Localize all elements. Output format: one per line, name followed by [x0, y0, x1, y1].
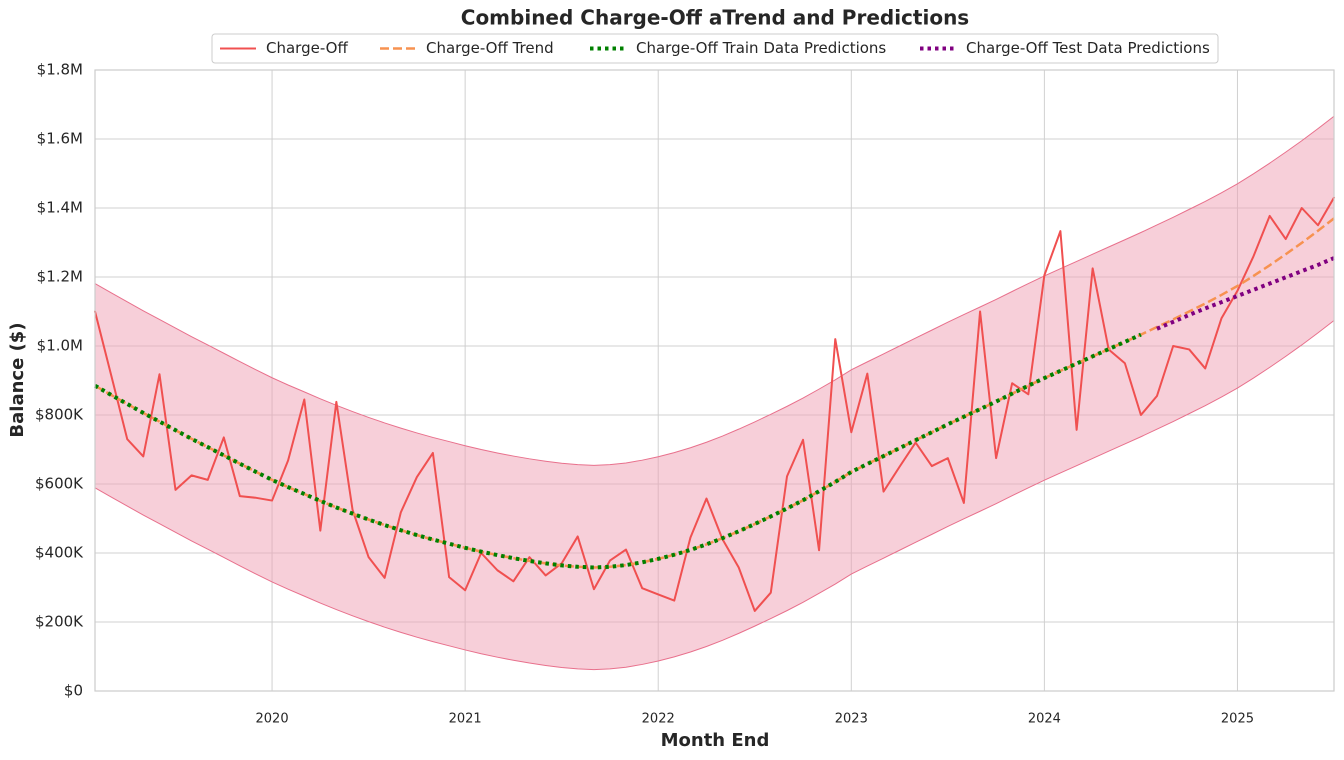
x-tick-label: 2021: [449, 712, 482, 727]
y-tick-label: $600K: [35, 475, 84, 493]
band-edge: [94, 320, 1335, 671]
series-line: [94, 196, 1335, 612]
band-edge: [94, 115, 1335, 466]
y-tick-label: $1.0M: [37, 337, 83, 355]
legend-label: Charge-Off Train Data Predictions: [636, 39, 886, 57]
x-tick-label: 2025: [1221, 712, 1254, 727]
legend: Charge-Off Charge-Off Trend Charge-Off Tra…: [220, 39, 1210, 57]
x-tick-label: 2024: [1028, 712, 1061, 727]
x-tick-label: 2022: [642, 712, 675, 727]
x-tick-label: 2023: [835, 712, 868, 727]
plot-frame: [94, 69, 1335, 692]
series-line: [1156, 256, 1335, 331]
y-tick-label: $400K: [35, 544, 84, 562]
y-axis-label: Balance ($): [7, 322, 28, 437]
y-tick-label: $800K: [35, 406, 84, 424]
legend-label: Charge-Off Trend: [426, 39, 554, 57]
x-tick-label: 2020: [256, 712, 289, 727]
marks: [94, 115, 1335, 671]
legend-label: Charge-Off: [266, 39, 348, 57]
y-tick-label: $1.8M: [37, 61, 83, 79]
labels: $0 $200K $400K $600K $800K $1.0M $1.2M $1.4M $1.…: [35, 61, 1254, 727]
y-tick-label: $1.6M: [37, 130, 83, 148]
y-tick-label: $1.2M: [37, 268, 83, 286]
x-axis-label: Month End: [661, 730, 770, 751]
y-tick-label: $0: [64, 682, 83, 700]
y-tick-label: $1.4M: [37, 199, 83, 217]
legend-label: Charge-Off Test Data Predictions: [966, 39, 1210, 57]
legend-box: [211, 33, 1219, 64]
y-tick-label: $200K: [35, 613, 84, 631]
chart-title: Combined Charge-Off aTrend and Predictio…: [461, 6, 969, 30]
series-line: [94, 332, 1142, 570]
